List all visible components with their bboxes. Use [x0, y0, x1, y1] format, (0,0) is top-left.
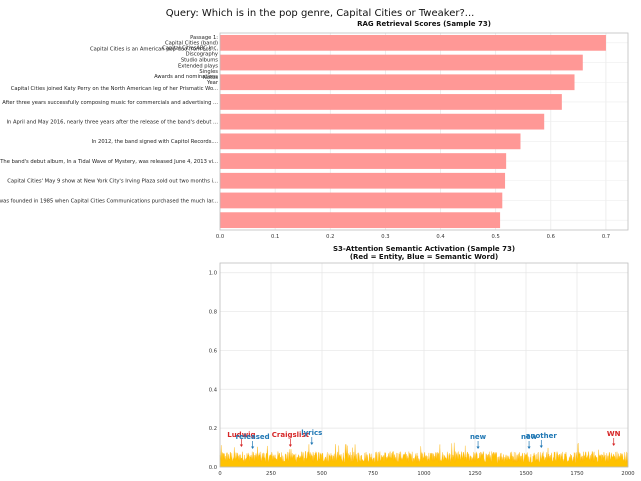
- bar-category-label: Capital Cities is an American pop duo fr…: [90, 47, 218, 53]
- bar-mark: [220, 172, 506, 189]
- activation-annotation-label: new: [521, 433, 538, 441]
- activation-y-tick-label: 0.6: [209, 348, 217, 354]
- bar-mark: [220, 94, 562, 110]
- activation-chart-frame: [219, 262, 629, 468]
- bar-chart-frame: [219, 32, 629, 231]
- annotation-arrow-head: [310, 442, 314, 445]
- bar-mark: [220, 212, 501, 229]
- bar-category-label: Notes: [203, 75, 218, 81]
- activation-y-tick-label: 1.0: [209, 271, 217, 277]
- bar-category-label: The band's debut album, In a Tidal Wave …: [0, 159, 218, 165]
- annotation-arrow-head: [527, 446, 531, 449]
- bar-chart-title: RAG Retrieval Scores (Sample 73): [357, 20, 491, 28]
- activation-annotation-label: Ludwig: [227, 431, 255, 439]
- activation-x-tick-label: 2000: [621, 471, 634, 477]
- activation-chart-subtitle: (Red = Entity, Blue = Semantic Word): [350, 253, 498, 261]
- bar-category-label: Capital Cities' May 9 show at New York C…: [7, 179, 218, 185]
- annotation-arrow-head: [288, 444, 292, 447]
- bar-x-tick-label: 0.5: [492, 234, 500, 240]
- bar-chart-bars: [220, 34, 606, 229]
- bar-category-label: After three years successfully composing…: [2, 100, 218, 106]
- bar-category-label: Studio albums: [181, 57, 218, 63]
- bar-x-tick-label: 0.3: [381, 234, 389, 240]
- annotation-arrow-head: [251, 446, 255, 449]
- bar-mark: [220, 153, 507, 169]
- bar-chart-category-labels: Passage 1:Capital Cities (band)Capital C…: [0, 35, 219, 205]
- bar-category-label: Singles: [199, 69, 218, 75]
- bar-mark: [220, 74, 575, 91]
- activation-x-tick-label: 1750: [570, 471, 583, 477]
- activation-annotation-label: released: [236, 433, 270, 441]
- bar-category-label: Awards and nominations: [154, 74, 218, 80]
- figure-suptitle: Query: Which is in the pop genre, Capita…: [166, 8, 475, 19]
- annotation-arrow-head: [476, 446, 480, 449]
- bar-mark: [220, 54, 583, 71]
- bar-category-label: Discography: [186, 52, 218, 58]
- activation-annotation-label: lyrics: [301, 429, 322, 437]
- bar-category-label: Year: [206, 80, 219, 86]
- bar-category-label: Extended plays: [178, 63, 218, 69]
- activation-x-tick-label: 0: [218, 471, 221, 477]
- bar-category-label: In April and May 2016, nearly three year…: [7, 119, 219, 125]
- activation-y-tick-label: 0.4: [209, 387, 218, 393]
- activation-annotation-label: new: [470, 433, 487, 441]
- bar-x-tick-label: 0.1: [271, 234, 279, 240]
- activation-y-tick-label: 0.2: [209, 426, 217, 432]
- activation-annotation-label: Craigslist: [272, 431, 310, 439]
- bar-x-tick-label: 0.4: [436, 234, 445, 240]
- activation-x-tick-label: 1500: [519, 471, 532, 477]
- bar-category-label: It was founded in 1985 when Capital Citi…: [0, 198, 218, 204]
- s3-activation-chart: S3-Attention Semantic Activation (Sample…: [209, 245, 635, 477]
- bar-x-tick-label: 0.2: [326, 234, 334, 240]
- activation-y-tick-label: 0.0: [209, 465, 217, 471]
- activation-area-series: [219, 442, 629, 468]
- activation-x-ticks: 0 250 500 750 1000 1250 1500 1750 2000: [218, 471, 634, 477]
- activation-annotation-label: another: [526, 432, 558, 440]
- bar-category-label: Capital Cities joined Katy Perry on the …: [11, 86, 219, 92]
- activation-x-tick-label: 1000: [417, 471, 430, 477]
- bar-x-tick-label: 0.6: [547, 234, 555, 240]
- bar-x-tick-label: 0.0: [216, 234, 224, 240]
- bar-category-label: Capital Cities (band): [165, 41, 218, 47]
- rag-scores-bar-chart: RAG Retrieval Scores (Sample 73) Passage…: [0, 20, 629, 240]
- bar-category-label: In 2012, the band signed with Capitol Re…: [92, 139, 219, 145]
- activation-y-tick-label: 0.8: [209, 310, 217, 316]
- activation-x-tick-label: 750: [368, 471, 378, 477]
- activation-annotation-label: WN: [607, 430, 621, 438]
- bar-x-tick-label: 0.7: [602, 234, 610, 240]
- bar-mark: [220, 34, 606, 51]
- bar-category-label: Capital CitiesABC Inc.: [162, 46, 218, 52]
- bar-mark: [220, 133, 521, 150]
- annotation-arrow-head: [239, 444, 244, 447]
- bar-category-label: Passage 1:: [190, 35, 218, 41]
- bar-chart-x-ticks: 0.0 0.1 0.2 0.3 0.4 0.5 0.6 0.7: [216, 234, 610, 240]
- activation-y-ticks: 0.0 0.2 0.4 0.6 0.8 1.0: [209, 271, 218, 471]
- activation-x-tick-label: 250: [266, 471, 276, 477]
- annotation-arrow-head: [539, 445, 543, 448]
- bar-mark: [220, 192, 503, 209]
- annotation-arrow-head: [612, 443, 616, 446]
- activation-chart-title: S3-Attention Semantic Activation (Sample…: [333, 245, 515, 253]
- activation-x-tick-label: 1250: [468, 471, 481, 477]
- bar-mark: [220, 113, 545, 130]
- activation-x-tick-label: 500: [317, 471, 327, 477]
